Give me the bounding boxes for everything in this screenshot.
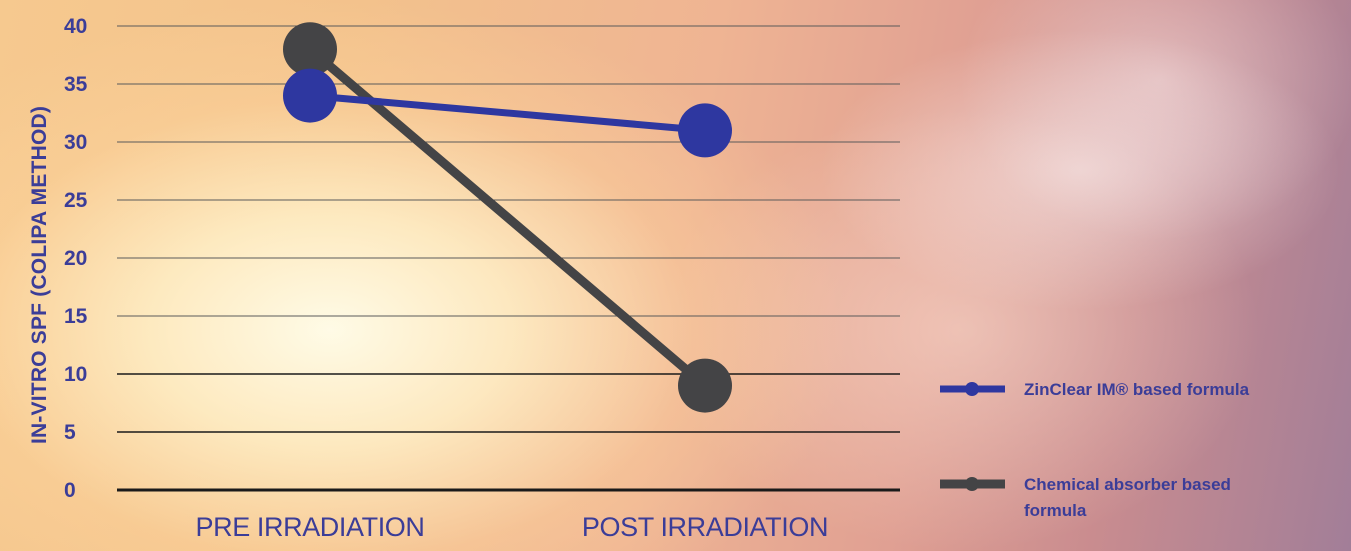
legend: ZinClear IM® based formula Chemical absor… [940,380,1250,520]
y-tick-labels: 0 5 10 15 20 25 30 35 40 [64,15,88,502]
series-line-1 [305,44,710,391]
legend-swatch-marker [965,382,979,396]
series-lines [305,44,710,391]
y-tick-label: 5 [64,421,76,444]
x-tick-labels: PRE IRRADIATION POST IRRADIATION [195,512,828,542]
legend-label: ZinClear IM® based formula [1024,380,1250,399]
y-tick-label: 0 [64,479,76,502]
series-points [283,22,732,413]
y-axis-title: IN-VITRO SPF (COLIPA METHOD) [28,106,51,444]
legend-swatch-marker [965,477,979,491]
y-tick-label: 25 [64,189,88,212]
x-tick-label: POST IRRADIATION [582,512,828,542]
data-point [678,358,732,413]
x-tick-label: PRE IRRADIATION [195,512,424,542]
y-tick-label: 10 [64,363,87,386]
legend-label: formula [1024,501,1087,520]
gridlines [117,25,900,492]
data-point [678,103,732,158]
y-tick-label: 15 [64,305,88,328]
y-tick-label: 35 [64,73,88,96]
y-tick-label: 30 [64,131,87,154]
y-tick-label: 20 [64,247,87,270]
series-line-0 [306,92,709,134]
legend-label: Chemical absorber based [1024,475,1231,494]
data-point [283,22,337,77]
y-tick-label: 40 [64,15,87,38]
data-point [283,68,337,123]
